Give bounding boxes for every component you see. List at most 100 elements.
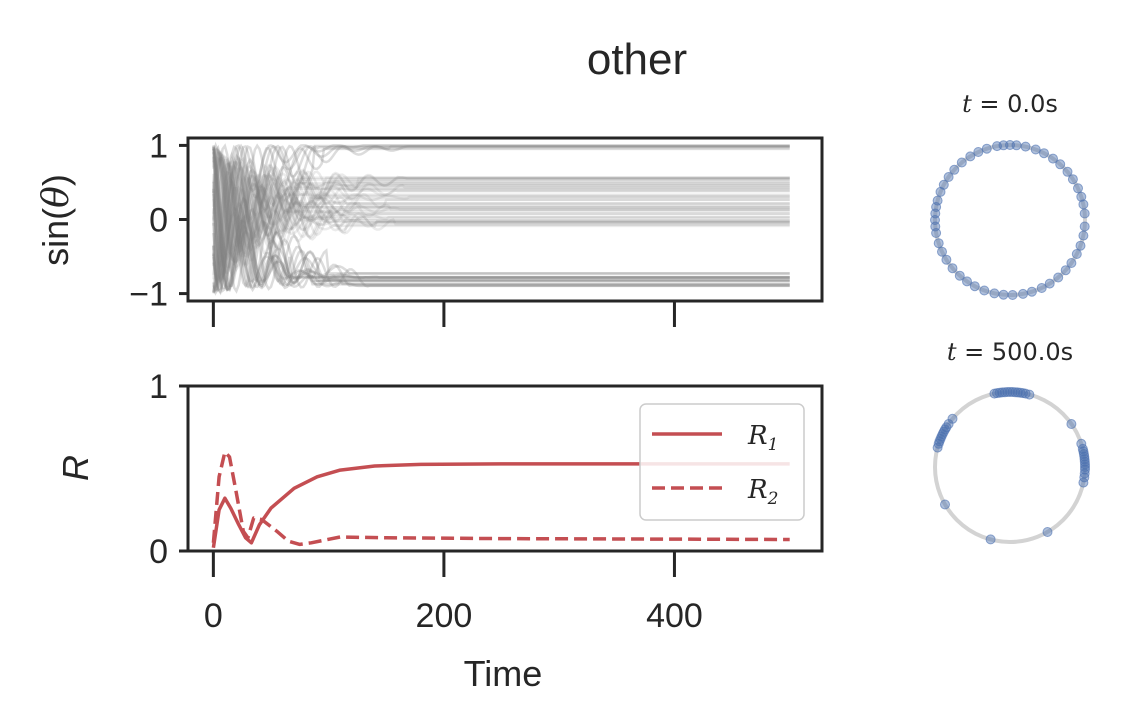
oscillator-point-t0 bbox=[1067, 174, 1078, 185]
phase-trace bbox=[212, 173, 790, 282]
phase-trace bbox=[212, 155, 790, 294]
order-parameter-y-ticks: 10 bbox=[149, 368, 188, 571]
oscillator-point-t500 bbox=[1076, 438, 1087, 449]
phase-trace bbox=[212, 154, 790, 254]
order-parameter-x-ticks: 0 200 400 bbox=[204, 551, 703, 635]
order-parameter-panel: 10 0 200 400 R Time R1 R2 bbox=[55, 368, 824, 694]
oscillator-point-t0 bbox=[931, 228, 942, 238]
phase-trace bbox=[212, 185, 790, 279]
oscillator-point-t500 bbox=[947, 413, 958, 424]
oscillator-point-t0 bbox=[1078, 230, 1089, 241]
oscillator-point-t0 bbox=[1079, 208, 1090, 219]
oscillator-point-t0 bbox=[1053, 272, 1064, 283]
phase-trace bbox=[212, 193, 790, 293]
circle-t500-title: t = 500.0s bbox=[947, 338, 1073, 366]
oscillator-point-t500 bbox=[940, 499, 950, 510]
legend-r1-label: R1 bbox=[747, 421, 778, 455]
phase-trace bbox=[212, 148, 790, 266]
circle-t0-panel: t = 0.0s bbox=[930, 90, 1090, 300]
oscillator-point-t0 bbox=[954, 270, 965, 281]
oscillator-point-t0 bbox=[1048, 153, 1058, 164]
order-parameter-frame bbox=[186, 384, 824, 553]
oscillator-point-t0 bbox=[943, 172, 954, 182]
phase-trace bbox=[212, 160, 790, 294]
phase-y-label: sin(θ) bbox=[35, 174, 77, 266]
phase-trace bbox=[212, 145, 790, 291]
phase-trace bbox=[212, 153, 790, 249]
legend: R1 R2 bbox=[639, 403, 805, 521]
phase-trace bbox=[212, 147, 790, 251]
oscillator-point-t0 bbox=[949, 164, 960, 175]
oscillator-point-t0 bbox=[989, 288, 1000, 299]
phase-y-tick-label: −1 bbox=[129, 276, 168, 314]
oscillator-point-t0 bbox=[992, 141, 1002, 152]
phase-trace bbox=[212, 151, 790, 292]
phase-trace bbox=[212, 165, 790, 291]
phase-panel: 1 0 −1 sin(θ) bbox=[35, 127, 824, 327]
phase-trace bbox=[212, 146, 790, 287]
oscillator-point-t0 bbox=[1026, 286, 1037, 297]
phase-trace bbox=[212, 163, 790, 266]
oscillator-point-t500 bbox=[1080, 459, 1090, 470]
oscillator-point-t500 bbox=[985, 534, 996, 545]
phase-trace bbox=[212, 156, 790, 294]
oscillator-point-t500 bbox=[1042, 527, 1053, 537]
oscillator-point-t0 bbox=[1066, 258, 1077, 268]
oscillator-point-t0 bbox=[1073, 183, 1083, 194]
phase-trace bbox=[212, 178, 790, 296]
oscillator-points-t500 bbox=[932, 387, 1090, 545]
oscillator-point-t0 bbox=[1079, 221, 1090, 232]
oscillator-points-t0 bbox=[930, 140, 1090, 300]
oscillator-point-t0 bbox=[1071, 249, 1082, 259]
r-x-tick-label: 0 bbox=[204, 597, 223, 635]
circle-t0-title: t = 0.0s bbox=[962, 90, 1058, 118]
phase-trace bbox=[212, 206, 790, 295]
oscillator-point-t0 bbox=[998, 289, 1009, 300]
phase-trace bbox=[212, 153, 790, 286]
oscillator-point-t500 bbox=[933, 438, 944, 449]
x-axis-title: Time bbox=[464, 653, 543, 694]
oscillator-point-t0 bbox=[937, 246, 947, 257]
phase-trace bbox=[212, 153, 790, 277]
phase-trace bbox=[212, 141, 790, 259]
phase-trace bbox=[212, 161, 790, 292]
phase-y-ticks: 1 0 −1 bbox=[129, 127, 188, 314]
phase-trace bbox=[212, 160, 790, 287]
phase-trace bbox=[212, 157, 790, 288]
oscillator-point-t0 bbox=[1007, 290, 1018, 300]
oscillator-point-t0 bbox=[1078, 199, 1089, 210]
phase-trace bbox=[212, 175, 790, 294]
r-y-tick-label: 0 bbox=[149, 533, 168, 571]
r-x-tick-label: 200 bbox=[416, 597, 473, 635]
phase-trace bbox=[212, 162, 790, 293]
legend-box bbox=[639, 403, 805, 521]
phase-trace bbox=[212, 152, 790, 293]
oscillator-point-t500 bbox=[1005, 387, 1015, 397]
unit-circle-t500 bbox=[933, 390, 1087, 544]
oscillator-point-t500 bbox=[1012, 387, 1023, 398]
phase-trace bbox=[212, 171, 790, 292]
phase-trace bbox=[212, 161, 790, 283]
oscillator-point-t500 bbox=[1010, 387, 1021, 398]
phase-trace bbox=[212, 158, 790, 280]
phase-traces bbox=[212, 141, 790, 296]
oscillator-point-t500 bbox=[1007, 387, 1018, 397]
oscillator-point-t0 bbox=[1030, 144, 1041, 155]
oscillator-point-t500 bbox=[1066, 419, 1077, 429]
phase-trace bbox=[212, 145, 790, 273]
phase-trace bbox=[212, 147, 790, 266]
phase-trace bbox=[212, 145, 790, 278]
phase-trace bbox=[212, 144, 790, 285]
phase-trace bbox=[212, 156, 790, 273]
phase-y-tick-label: 0 bbox=[149, 202, 168, 240]
phase-trace bbox=[212, 146, 790, 269]
phase-trace bbox=[212, 144, 790, 268]
phase-trace bbox=[212, 164, 790, 290]
oscillator-point-t0 bbox=[1062, 166, 1073, 177]
phase-trace bbox=[212, 155, 790, 248]
phase-trace bbox=[212, 144, 790, 263]
phase-trace bbox=[212, 156, 790, 263]
oscillator-point-t0 bbox=[973, 147, 984, 157]
oscillator-point-t0 bbox=[1039, 148, 1049, 159]
phase-trace bbox=[212, 159, 790, 294]
